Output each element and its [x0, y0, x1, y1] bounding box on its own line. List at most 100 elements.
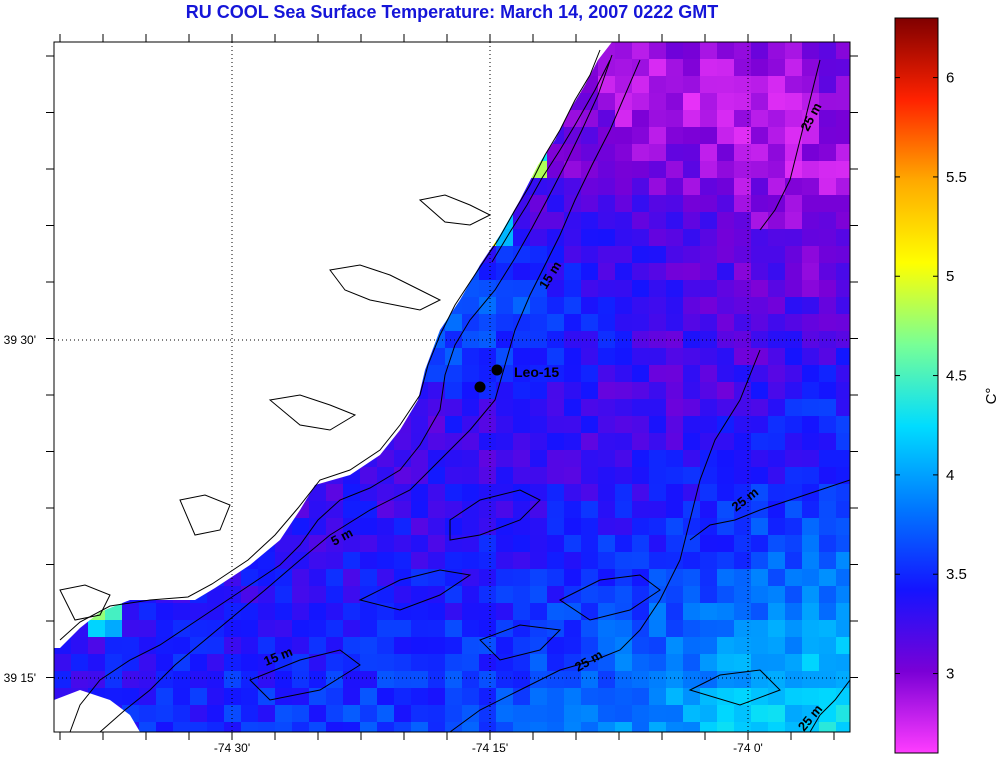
sst-cell: [700, 59, 718, 77]
sst-cell: [836, 297, 850, 315]
sst-cell: [377, 637, 395, 655]
sst-cell: [428, 552, 446, 570]
sst-cell: [581, 518, 599, 536]
sst-cell: [496, 348, 514, 366]
sst-cell: [360, 586, 378, 604]
sst-cell: [411, 518, 429, 536]
sst-cell: [615, 552, 633, 570]
sst-cell: [785, 654, 803, 672]
sst-cell: [649, 59, 667, 77]
estuary-outline-5: [59, 584, 111, 621]
sst-cell: [666, 552, 684, 570]
sst-cell: [394, 433, 412, 451]
sst-cell: [700, 671, 718, 689]
sst-cell: [734, 229, 752, 247]
sst-cell: [411, 569, 429, 587]
sst-cell: [496, 654, 514, 672]
sst-cell: [445, 637, 463, 655]
sst-cell: [768, 450, 786, 468]
sst-cell: [768, 467, 786, 485]
sst-cell: [530, 620, 548, 638]
sst-cell: [819, 484, 837, 502]
sst-cell: [326, 569, 344, 587]
sst-cell: [326, 518, 344, 536]
sst-cell: [411, 688, 429, 706]
sst-cell: [564, 688, 582, 706]
sst-cell: [666, 59, 684, 77]
sst-cell: [632, 535, 650, 553]
sst-cell: [649, 297, 667, 315]
sst-cell: [173, 688, 191, 706]
sst-cell: [88, 654, 106, 672]
sst-cell: [751, 212, 769, 230]
estuary-outline-3: [268, 394, 357, 431]
sst-cell: [819, 518, 837, 536]
sst-cell: [819, 263, 837, 281]
estuary-outline-4: [179, 494, 231, 536]
sst-cell: [802, 246, 820, 264]
sst-cell: [513, 212, 531, 230]
sst-cell: [734, 212, 752, 230]
sst-cell: [343, 535, 361, 553]
sst-cell: [615, 229, 633, 247]
sst-cell: [258, 586, 276, 604]
sst-cell: [360, 637, 378, 655]
sst-cell: [207, 654, 225, 672]
sst-cell: [615, 331, 633, 349]
sst-cell: [309, 518, 327, 536]
sst-cell: [836, 416, 850, 434]
sst-cell: [394, 705, 412, 723]
sst-cell: [836, 399, 850, 417]
sst-cell: [445, 314, 463, 332]
sst-cell: [479, 501, 497, 519]
sst-cell: [785, 365, 803, 383]
sst-cell: [598, 76, 616, 94]
sst-cell: [564, 450, 582, 468]
sst-cell: [462, 297, 480, 315]
sst-cell: [649, 195, 667, 213]
sst-cell: [649, 467, 667, 485]
sst-cell: [496, 484, 514, 502]
sst-cell: [530, 722, 548, 732]
sst-cell: [547, 637, 565, 655]
sst-cell: [326, 535, 344, 553]
contour-5m: [69, 54, 613, 732]
sst-cell: [581, 314, 599, 332]
sst-cell: [751, 467, 769, 485]
sst-cell: [428, 637, 446, 655]
sst-cell: [394, 518, 412, 536]
sst-cell: [564, 722, 582, 732]
sst-cell: [768, 331, 786, 349]
sst-cell: [598, 637, 616, 655]
sst-cell: [666, 399, 684, 417]
sst-cell: [394, 586, 412, 604]
sst-cell: [581, 178, 599, 196]
sst-cell: [309, 722, 327, 732]
sst-cell: [649, 620, 667, 638]
sst-cell: [632, 705, 650, 723]
sst-cell: [581, 365, 599, 383]
sst-cell: [700, 76, 718, 94]
sst-cell: [258, 603, 276, 621]
sst-cell: [530, 348, 548, 366]
sst-cell: [445, 365, 463, 383]
sst-cell: [88, 637, 106, 655]
sst-cell: [734, 722, 752, 732]
sst-cell: [751, 620, 769, 638]
sst-cell: [530, 501, 548, 519]
sst-cell: [377, 450, 395, 468]
sst-cell: [411, 450, 429, 468]
sst-cell: [411, 416, 429, 434]
sst-cell: [496, 450, 514, 468]
sst-cell: [802, 144, 820, 162]
sst-cell: [156, 637, 174, 655]
sst-cell: [224, 637, 242, 655]
sst-cell: [836, 671, 850, 689]
sst-cell: [241, 620, 259, 638]
sst-cell: [632, 637, 650, 655]
sst-cell: [377, 569, 395, 587]
sst-cell: [581, 229, 599, 247]
sst-cell: [462, 501, 480, 519]
sst-cell: [258, 569, 276, 587]
contour-25m-se: [809, 679, 850, 732]
